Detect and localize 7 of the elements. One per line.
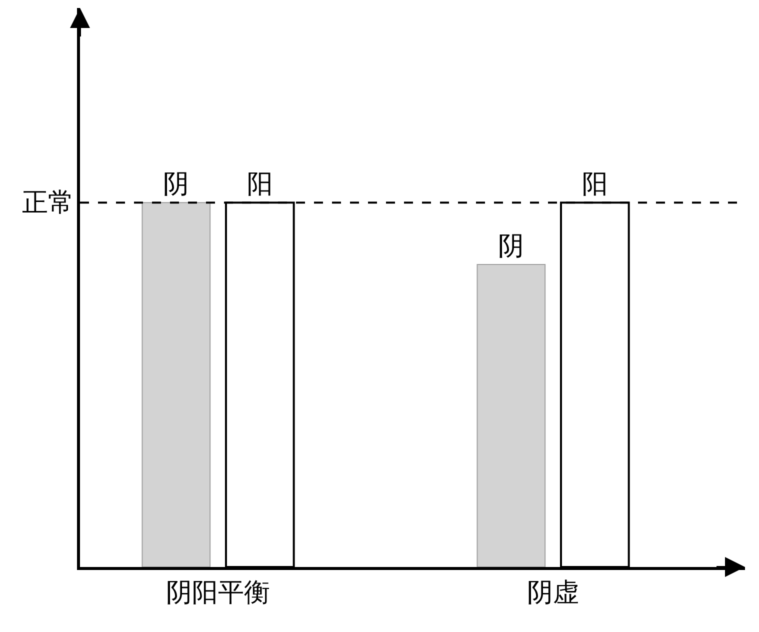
x-tick-label: 阴阳平衡	[166, 578, 270, 608]
ref-line-label: 正常	[22, 188, 74, 218]
series-label: 阳	[246, 170, 273, 200]
text: 阳	[582, 170, 608, 200]
text: 阴	[498, 232, 524, 262]
x-tick-label: 阴虚	[527, 578, 580, 608]
series-label: 阴	[163, 170, 190, 200]
